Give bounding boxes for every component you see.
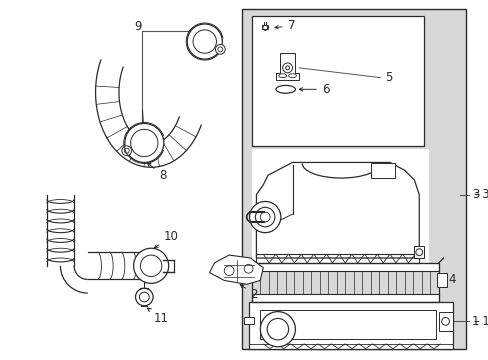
Text: 4: 4 <box>440 273 455 286</box>
Bar <box>413 246 423 258</box>
Polygon shape <box>256 162 418 258</box>
Bar <box>436 273 446 287</box>
Circle shape <box>215 45 225 54</box>
Bar <box>248 302 452 349</box>
Bar <box>251 263 438 271</box>
Text: 11: 11 <box>147 308 169 325</box>
Polygon shape <box>209 255 263 284</box>
Circle shape <box>122 146 131 156</box>
Circle shape <box>415 249 422 256</box>
Bar <box>251 294 438 302</box>
Polygon shape <box>275 53 299 80</box>
Text: 8: 8 <box>147 163 166 182</box>
Circle shape <box>441 318 448 325</box>
Bar <box>260 310 435 339</box>
Text: 5: 5 <box>385 71 392 84</box>
Text: – 1: – 1 <box>473 315 488 328</box>
Bar <box>251 149 428 263</box>
Bar <box>243 316 253 324</box>
Text: 6: 6 <box>299 83 328 96</box>
Circle shape <box>187 24 222 59</box>
Bar <box>251 263 438 302</box>
Bar <box>262 25 267 29</box>
Text: 7: 7 <box>274 19 295 32</box>
Text: 2: 2 <box>240 284 258 301</box>
Bar <box>438 312 452 331</box>
Bar <box>251 16 423 146</box>
Circle shape <box>124 123 163 162</box>
Circle shape <box>260 312 295 347</box>
Text: 1: 1 <box>471 315 478 328</box>
Text: 3: 3 <box>471 188 478 201</box>
Text: 9: 9 <box>134 21 142 33</box>
Circle shape <box>249 202 280 233</box>
Text: 10: 10 <box>154 230 178 248</box>
Circle shape <box>135 288 153 306</box>
Text: – 3: – 3 <box>473 188 488 201</box>
Bar <box>370 163 394 178</box>
Circle shape <box>133 248 168 283</box>
Bar <box>241 9 465 349</box>
